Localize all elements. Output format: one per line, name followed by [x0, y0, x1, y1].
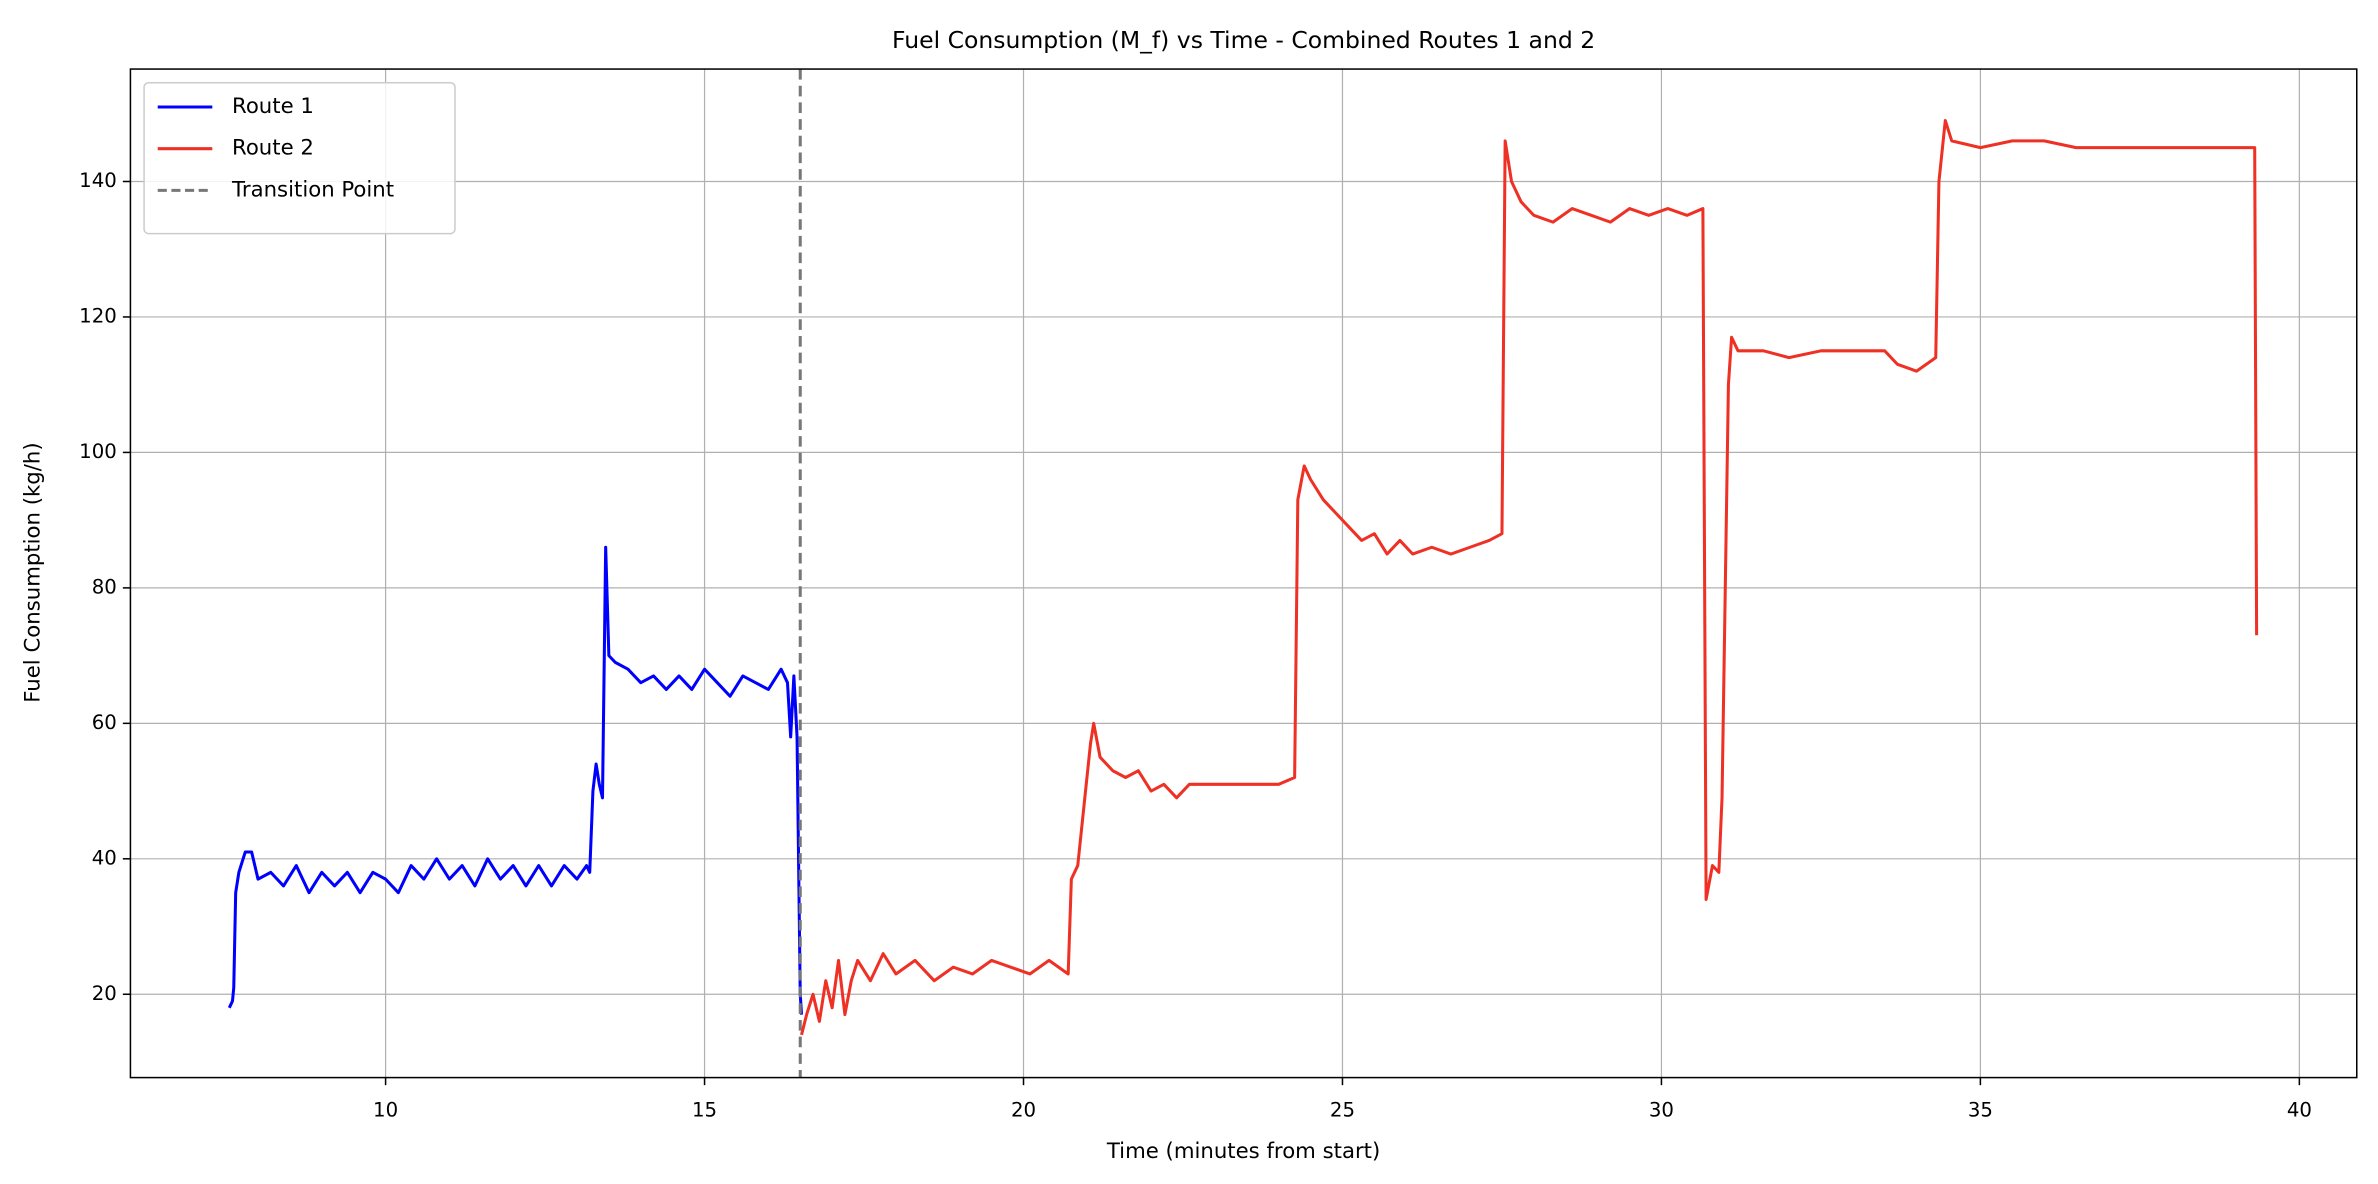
series-line: [227, 545, 804, 1015]
y-tick-label: 20: [92, 982, 117, 1005]
x-tick-label: 10: [373, 1098, 398, 1121]
series-line: [800, 119, 2259, 1036]
legend-label: Route 1: [232, 94, 314, 119]
legend-label: Transition Point: [231, 177, 394, 202]
x-tick-label: 35: [1968, 1098, 1993, 1121]
legend-label: Route 2: [232, 136, 314, 161]
y-tick-label: 140: [79, 169, 117, 192]
x-tick-label: 25: [1330, 1098, 1355, 1121]
plot-frame: [129, 68, 2358, 1079]
x-tick-label: 20: [1011, 1098, 1036, 1121]
y-axis-label: Fuel Consumption (kg/h): [20, 442, 45, 702]
x-tick-label: 15: [692, 1098, 717, 1121]
legend: Route 1 Route 2 Transition Point: [143, 81, 456, 235]
y-tick-label: 60: [92, 711, 117, 734]
x-tick-label: 40: [2287, 1098, 2312, 1121]
y-tick-label: 120: [79, 304, 117, 327]
y-tick-label: 80: [92, 575, 117, 598]
chart-title: Fuel Consumption (M_f) vs Time - Combine…: [892, 26, 1595, 54]
x-tick-label: 30: [1649, 1098, 1674, 1121]
y-tick-label: 40: [92, 846, 117, 869]
legend-box: [143, 81, 456, 235]
y-tick-label: 100: [79, 440, 117, 463]
x-axis-label: Time (minutes from start): [1106, 1139, 1380, 1164]
